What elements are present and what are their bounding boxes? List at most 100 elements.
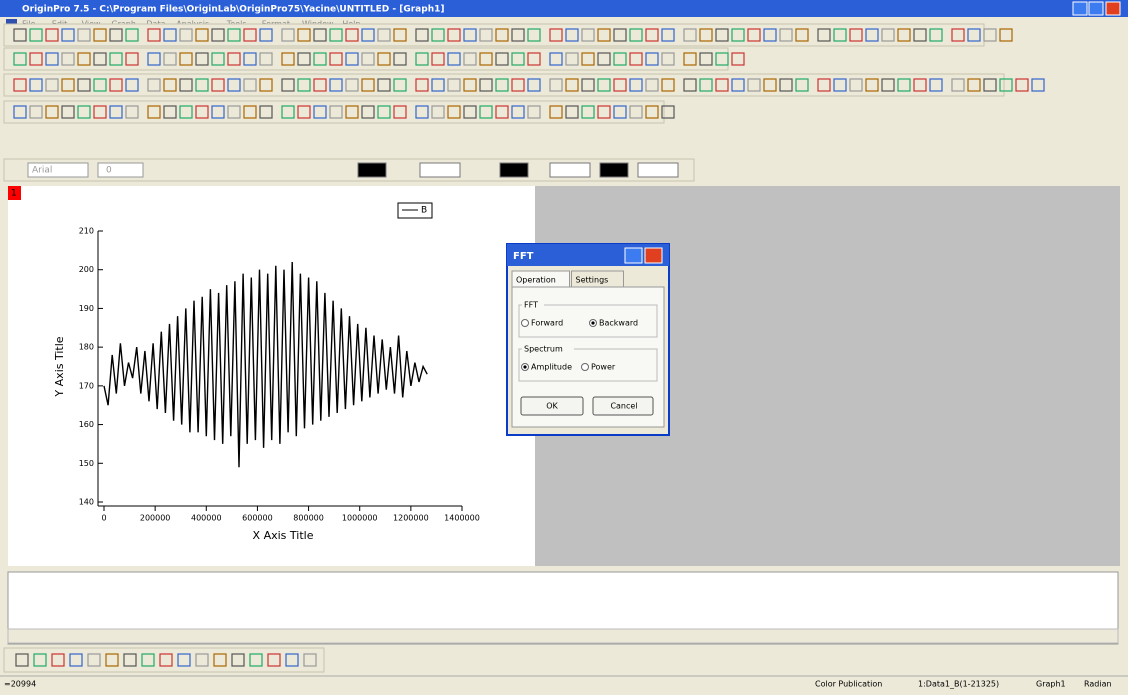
toolbar-icon[interactable] bbox=[69, 653, 83, 667]
toolbar-icon[interactable] bbox=[125, 105, 139, 119]
toolbar-icon[interactable] bbox=[77, 52, 91, 66]
toolbar-icon[interactable] bbox=[285, 653, 299, 667]
toolbar-icon[interactable] bbox=[511, 78, 525, 92]
toolbar-icon[interactable] bbox=[549, 105, 563, 119]
toolbar-icon[interactable] bbox=[929, 28, 943, 42]
toolbar-icon[interactable] bbox=[479, 105, 493, 119]
maximize[interactable] bbox=[1088, 1, 1104, 16]
toolbar-icon[interactable] bbox=[13, 52, 27, 66]
toolbar-icon[interactable] bbox=[297, 105, 311, 119]
toolbar-icon[interactable] bbox=[999, 78, 1013, 92]
color-box[interactable] bbox=[637, 162, 679, 178]
toolbar-icon[interactable] bbox=[581, 105, 595, 119]
toolbar-icon[interactable] bbox=[345, 78, 359, 92]
toolbar-icon[interactable] bbox=[211, 105, 225, 119]
toolbar-icon[interactable] bbox=[951, 28, 965, 42]
toolbar-icon[interactable] bbox=[565, 105, 579, 119]
toolbar-icon[interactable] bbox=[179, 28, 193, 42]
toolbar-icon[interactable] bbox=[243, 105, 257, 119]
button[interactable] bbox=[520, 396, 584, 416]
toolbar-icon[interactable] bbox=[109, 78, 123, 92]
button[interactable] bbox=[592, 396, 654, 416]
toolbar-icon[interactable] bbox=[361, 52, 375, 66]
toolbar-icon[interactable] bbox=[361, 28, 375, 42]
toolbar-icon[interactable] bbox=[313, 52, 327, 66]
toolbar-icon[interactable] bbox=[999, 28, 1013, 42]
toolbar-icon[interactable] bbox=[795, 28, 809, 42]
toolbar-icon[interactable] bbox=[211, 28, 225, 42]
toolbar-icon[interactable] bbox=[415, 52, 429, 66]
toolbar-icon[interactable] bbox=[527, 78, 541, 92]
toolbar-icon[interactable] bbox=[629, 105, 643, 119]
toolbar-icon[interactable] bbox=[163, 105, 177, 119]
toolbar-icon[interactable] bbox=[141, 653, 155, 667]
color-box[interactable] bbox=[499, 162, 529, 178]
toolbar-icon[interactable] bbox=[249, 653, 263, 667]
toolbar-icon[interactable] bbox=[661, 52, 675, 66]
color-box[interactable] bbox=[419, 162, 461, 178]
toolbar-icon[interactable] bbox=[163, 78, 177, 92]
toolbar-icon[interactable] bbox=[661, 105, 675, 119]
toolbar-icon[interactable] bbox=[259, 52, 273, 66]
toolbar-icon[interactable] bbox=[463, 28, 477, 42]
toolbar-icon[interactable] bbox=[565, 28, 579, 42]
toolbar-icon[interactable] bbox=[329, 52, 343, 66]
toolbar-icon[interactable] bbox=[795, 78, 809, 92]
toolbar-icon[interactable] bbox=[731, 28, 745, 42]
toolbar-icon[interactable] bbox=[549, 28, 563, 42]
scrollbar[interactable] bbox=[7, 628, 1119, 644]
toolbar-icon[interactable] bbox=[495, 78, 509, 92]
toolbar-icon[interactable] bbox=[281, 28, 295, 42]
toolbar-icon[interactable] bbox=[495, 52, 509, 66]
toolbar-icon[interactable] bbox=[431, 52, 445, 66]
toolbar-icon[interactable] bbox=[13, 28, 27, 42]
toolbar-icon[interactable] bbox=[431, 78, 445, 92]
toolbar-icon[interactable] bbox=[463, 78, 477, 92]
toolbar-icon[interactable] bbox=[45, 52, 59, 66]
toolbar-icon[interactable] bbox=[77, 28, 91, 42]
toolbar-icon[interactable] bbox=[213, 653, 227, 667]
toolbar-icon[interactable] bbox=[227, 52, 241, 66]
toolbar-icon[interactable] bbox=[747, 78, 761, 92]
toolbar-icon[interactable] bbox=[983, 78, 997, 92]
toolbar-icon[interactable] bbox=[527, 52, 541, 66]
toolbar-icon[interactable] bbox=[645, 28, 659, 42]
toolbar-icon[interactable] bbox=[227, 28, 241, 42]
toolbar-icon[interactable] bbox=[29, 52, 43, 66]
toolbar-icon[interactable] bbox=[361, 105, 375, 119]
toolbar-icon[interactable] bbox=[849, 28, 863, 42]
toolbar-icon[interactable] bbox=[393, 78, 407, 92]
toolbar-icon[interactable] bbox=[699, 78, 713, 92]
toolbar-icon[interactable] bbox=[259, 28, 273, 42]
toolbar-icon[interactable] bbox=[109, 105, 123, 119]
toolbar-icon[interactable] bbox=[377, 28, 391, 42]
toolbar-icon[interactable] bbox=[897, 28, 911, 42]
toolbar-icon[interactable] bbox=[147, 52, 161, 66]
toolbar-icon[interactable] bbox=[159, 653, 173, 667]
toolbar-icon[interactable] bbox=[377, 52, 391, 66]
toolbar-icon[interactable] bbox=[629, 78, 643, 92]
toolbar-icon[interactable] bbox=[683, 52, 697, 66]
toolbar-icon[interactable] bbox=[597, 28, 611, 42]
toolbar-icon[interactable] bbox=[313, 78, 327, 92]
toolbar-icon[interactable] bbox=[87, 653, 101, 667]
toolbar-icon[interactable] bbox=[463, 52, 477, 66]
toolbar-icon[interactable] bbox=[1031, 78, 1045, 92]
toolbar-icon[interactable] bbox=[833, 28, 847, 42]
toolbar-icon[interactable] bbox=[393, 28, 407, 42]
toolbar-icon[interactable] bbox=[1015, 78, 1029, 92]
toolbar-icon[interactable] bbox=[511, 105, 525, 119]
toolbar-icon[interactable] bbox=[77, 78, 91, 92]
toolbar-icon[interactable] bbox=[329, 105, 343, 119]
toolbar-icon[interactable] bbox=[125, 78, 139, 92]
toolbar-icon[interactable] bbox=[881, 78, 895, 92]
toolbar-icon[interactable] bbox=[177, 653, 191, 667]
toolbar-icon[interactable] bbox=[447, 28, 461, 42]
toolbar-icon[interactable] bbox=[683, 28, 697, 42]
toolbar-icon[interactable] bbox=[747, 28, 761, 42]
toolbar-icon[interactable] bbox=[511, 28, 525, 42]
toolbar-icon[interactable] bbox=[645, 52, 659, 66]
color-box[interactable] bbox=[599, 162, 629, 178]
toolbar-icon[interactable] bbox=[661, 78, 675, 92]
toolbar-icon[interactable] bbox=[495, 28, 509, 42]
